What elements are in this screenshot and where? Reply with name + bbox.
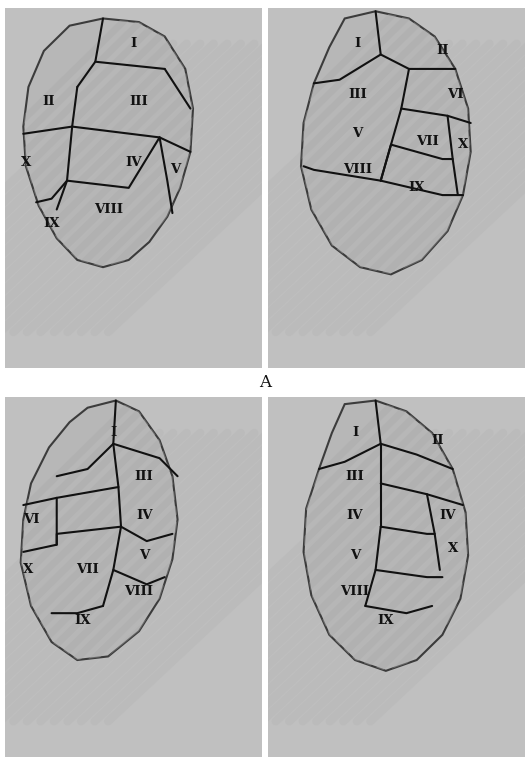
Text: II: II bbox=[431, 434, 444, 447]
Text: I: I bbox=[110, 426, 117, 439]
Text: X: X bbox=[21, 156, 31, 169]
Text: IX: IX bbox=[74, 614, 91, 627]
Text: VIII: VIII bbox=[125, 585, 154, 598]
Text: I: I bbox=[352, 426, 358, 439]
Text: X: X bbox=[23, 564, 33, 576]
Text: V: V bbox=[352, 127, 363, 140]
Text: I: I bbox=[131, 37, 137, 50]
Text: V: V bbox=[170, 164, 180, 177]
Text: A: A bbox=[259, 374, 271, 391]
Text: X: X bbox=[447, 542, 458, 555]
Text: VI: VI bbox=[447, 88, 464, 101]
Polygon shape bbox=[23, 18, 193, 267]
Text: III: III bbox=[135, 470, 154, 483]
Text: VIII: VIII bbox=[343, 164, 372, 177]
Text: III: III bbox=[346, 470, 364, 483]
Text: V: V bbox=[139, 549, 149, 562]
Text: VII: VII bbox=[76, 564, 99, 576]
Text: IX: IX bbox=[377, 614, 394, 627]
Text: V: V bbox=[350, 549, 360, 562]
Text: X: X bbox=[458, 138, 468, 151]
Polygon shape bbox=[301, 11, 471, 275]
Text: VII: VII bbox=[416, 135, 438, 148]
Polygon shape bbox=[304, 401, 468, 671]
Text: IV: IV bbox=[126, 156, 142, 169]
Text: II: II bbox=[43, 95, 55, 108]
Text: VIII: VIII bbox=[94, 203, 122, 216]
Text: VIII: VIII bbox=[340, 585, 369, 598]
Text: I: I bbox=[355, 37, 361, 50]
Text: III: III bbox=[130, 95, 148, 108]
Text: IV: IV bbox=[347, 509, 363, 522]
Text: IV: IV bbox=[136, 509, 153, 522]
Text: IX: IX bbox=[409, 181, 425, 194]
Text: II: II bbox=[436, 44, 449, 57]
Polygon shape bbox=[21, 401, 178, 660]
Text: IV: IV bbox=[439, 509, 456, 522]
Text: IX: IX bbox=[43, 217, 60, 230]
Text: VI: VI bbox=[23, 513, 39, 526]
Text: III: III bbox=[348, 88, 367, 101]
